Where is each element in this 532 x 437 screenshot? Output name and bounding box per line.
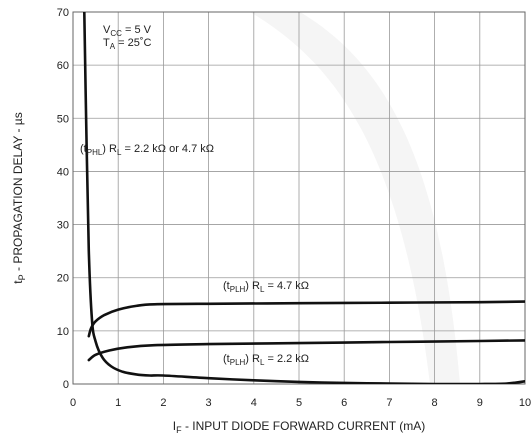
- x-tick-labels: 0 1 2 3 4 5 6 7 8 9 10: [70, 397, 531, 409]
- x-tick-label: 6: [341, 397, 347, 409]
- x-axis-title: IF - INPUT DIODE FORWARD CURRENT (mA): [173, 419, 425, 435]
- x-tick-label: 2: [160, 397, 166, 409]
- x-tick-label: 1: [115, 397, 121, 409]
- x-tick-label: 0: [70, 397, 76, 409]
- series-label-tplh-2-2k: (tPLH) RL = 2.2 kΩ: [223, 353, 309, 367]
- series-line-1: [87, 300, 525, 338]
- y-tick-label: 70: [57, 7, 69, 19]
- plot-frame: [72, 11, 526, 385]
- series-label-tplh-4-7k: (tPLH) RL = 4.7 kΩ: [223, 280, 309, 294]
- ta-condition: TA = 25˚C: [103, 37, 152, 51]
- x-tick-label: 9: [477, 397, 483, 409]
- y-tick-label: 10: [57, 326, 69, 338]
- vcc-condition: VCC = 5 V: [103, 24, 152, 38]
- y-tick-label: 20: [57, 273, 69, 285]
- y-tick-label: 0: [63, 379, 69, 391]
- x-tick-label: 3: [206, 397, 212, 409]
- x-tick-label: 7: [386, 397, 392, 409]
- series-label-tphl: (tPHL) RL = 2.2 kΩ or 4.7 kΩ: [80, 143, 214, 157]
- series-line-0: [83, 12, 525, 384]
- x-tick-label: 10: [519, 397, 531, 409]
- y-tick-label: 60: [57, 60, 69, 72]
- x-tick-label: 5: [296, 397, 302, 409]
- x-tick-label: 8: [432, 397, 438, 409]
- watermark-shape: [250, 12, 460, 384]
- x-tick-label: 4: [251, 397, 257, 409]
- gridlines: [73, 12, 525, 384]
- y-tick-labels: 0 10 20 30 40 50 60 70: [57, 7, 69, 391]
- y-axis-title: tP - PROPAGATION DELAY - µs: [11, 112, 27, 283]
- series-curves: [83, 12, 525, 384]
- y-tick-label: 40: [57, 166, 69, 178]
- y-tick-label: 30: [57, 220, 69, 232]
- y-tick-label: 50: [57, 113, 69, 125]
- series-line-2: [87, 339, 525, 362]
